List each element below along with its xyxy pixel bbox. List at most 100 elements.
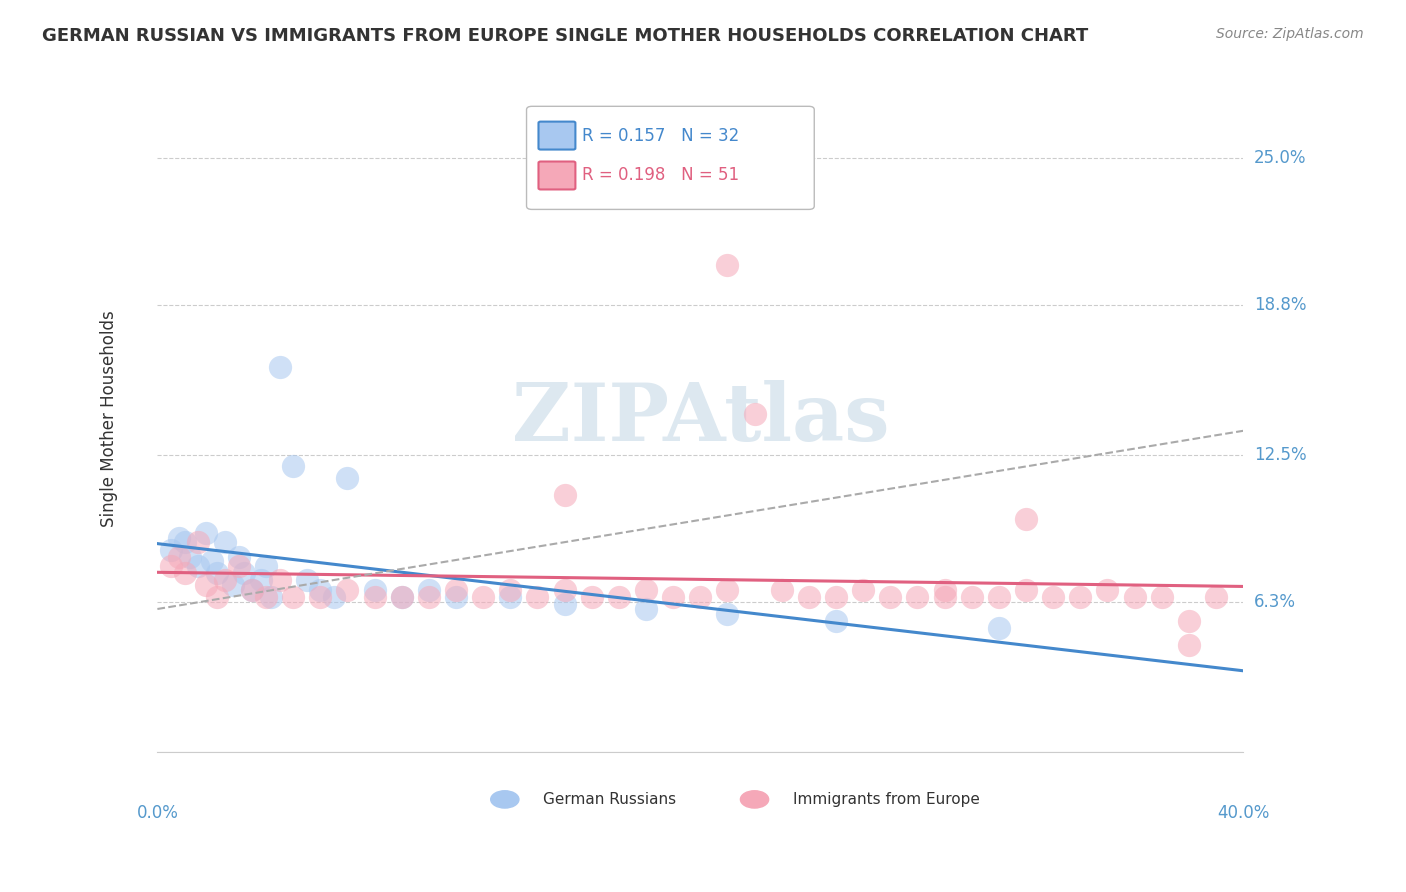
Text: R = 0.198   N = 51: R = 0.198 N = 51 [582, 167, 740, 185]
FancyBboxPatch shape [538, 161, 575, 189]
Point [269, 359, 291, 374]
Point [363, 582, 385, 597]
Point [295, 574, 318, 588]
Point [195, 525, 218, 540]
Point [607, 590, 630, 604]
Text: ZIPAtlas: ZIPAtlas [512, 380, 889, 458]
Text: 6.3%: 6.3% [1254, 593, 1296, 611]
Point [309, 582, 332, 597]
Point [249, 574, 271, 588]
Point [634, 582, 657, 597]
Point [336, 582, 359, 597]
Point [825, 590, 848, 604]
Point [233, 566, 256, 581]
Point [418, 582, 440, 597]
Point [167, 531, 190, 545]
Text: 18.8%: 18.8% [1254, 296, 1306, 314]
Point [1178, 614, 1201, 628]
Text: Source: ZipAtlas.com: Source: ZipAtlas.com [1216, 27, 1364, 41]
Point [581, 590, 603, 604]
Point [797, 590, 820, 604]
Text: GERMAN RUSSIAN VS IMMIGRANTS FROM EUROPE SINGLE MOTHER HOUSEHOLDS CORRELATION CH: GERMAN RUSSIAN VS IMMIGRANTS FROM EUROPE… [42, 27, 1088, 45]
Point [336, 471, 359, 485]
Point [242, 582, 264, 597]
Point [1150, 590, 1173, 604]
Point [269, 574, 291, 588]
Point [987, 590, 1010, 604]
Point [662, 590, 685, 604]
Point [309, 590, 332, 604]
Point [499, 590, 522, 604]
Point [281, 459, 304, 474]
Point [770, 582, 793, 597]
FancyBboxPatch shape [538, 121, 575, 150]
Point [173, 566, 195, 581]
Point [554, 597, 576, 611]
Point [934, 590, 956, 604]
Point [499, 582, 522, 597]
Point [1015, 512, 1038, 526]
Point [187, 559, 209, 574]
Point [1042, 590, 1064, 604]
Point [391, 590, 413, 604]
Point [852, 582, 875, 597]
Point [205, 590, 228, 604]
Text: 12.5%: 12.5% [1254, 446, 1306, 464]
Point [1097, 582, 1119, 597]
Text: Single Mother Households: Single Mother Households [100, 310, 118, 527]
Point [825, 614, 848, 628]
Point [554, 582, 576, 597]
Point [160, 559, 183, 574]
Point [1178, 638, 1201, 652]
Point [472, 590, 495, 604]
Point [201, 554, 224, 568]
Point [554, 488, 576, 502]
Point [187, 535, 209, 549]
Point [1123, 590, 1146, 604]
Point [179, 549, 201, 564]
Point [1015, 582, 1038, 597]
Point [716, 258, 738, 272]
Point [1069, 590, 1091, 604]
Point [214, 574, 236, 588]
Point [214, 535, 236, 549]
Text: R = 0.157   N = 32: R = 0.157 N = 32 [582, 127, 740, 145]
Point [716, 582, 738, 597]
Point [363, 590, 385, 604]
FancyBboxPatch shape [526, 106, 814, 210]
Text: 0.0%: 0.0% [136, 804, 179, 822]
Point [444, 582, 467, 597]
Point [716, 607, 738, 621]
Point [391, 590, 413, 604]
Point [254, 590, 277, 604]
Point [905, 590, 928, 604]
Circle shape [741, 791, 769, 808]
Point [228, 549, 250, 564]
Text: Immigrants from Europe: Immigrants from Europe [793, 792, 980, 807]
Point [879, 590, 901, 604]
Point [444, 590, 467, 604]
Circle shape [491, 791, 519, 808]
Point [1205, 590, 1227, 604]
Point [934, 582, 956, 597]
Point [418, 590, 440, 604]
Point [526, 590, 548, 604]
Point [205, 566, 228, 581]
Text: German Russians: German Russians [543, 792, 676, 807]
Point [744, 407, 766, 421]
Point [260, 590, 283, 604]
Point [281, 590, 304, 604]
Text: 40.0%: 40.0% [1218, 804, 1270, 822]
Point [195, 578, 218, 592]
Point [228, 559, 250, 574]
Point [160, 542, 183, 557]
Point [173, 535, 195, 549]
Point [689, 590, 711, 604]
Text: 25.0%: 25.0% [1254, 149, 1306, 167]
Point [167, 549, 190, 564]
Point [634, 602, 657, 616]
Point [987, 621, 1010, 635]
Point [242, 582, 264, 597]
Point [960, 590, 983, 604]
Point [254, 559, 277, 574]
